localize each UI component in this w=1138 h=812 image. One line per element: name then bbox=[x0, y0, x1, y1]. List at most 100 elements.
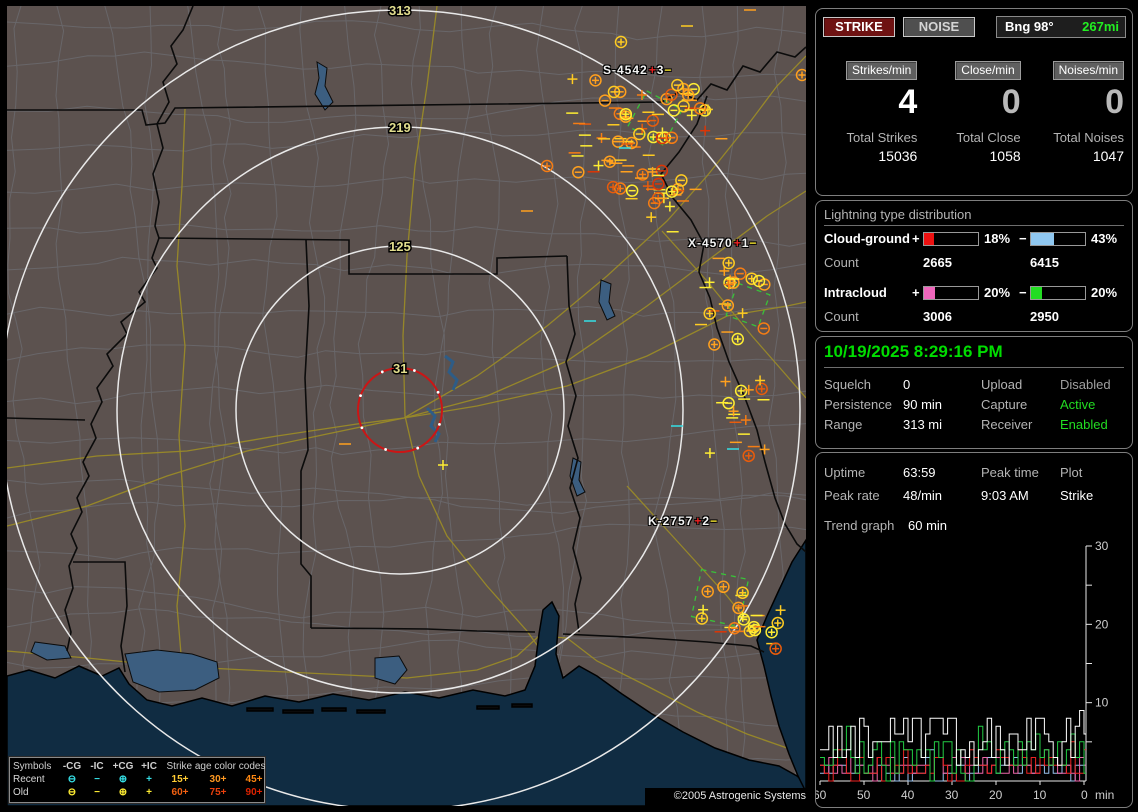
total-close-value: 1058 bbox=[927, 148, 1020, 164]
range-value: 267mi bbox=[1082, 17, 1125, 37]
svg-text:20: 20 bbox=[989, 788, 1003, 802]
neg-cg-recent-icon: ⊖ bbox=[59, 774, 85, 785]
legend-age-header: Strike age color codes bbox=[161, 761, 271, 772]
map-symbol-legend: Symbols -CG -IC +CG +IC Strike age color… bbox=[9, 757, 265, 803]
ic-minus-bar bbox=[1030, 286, 1086, 300]
map-canvas[interactable]: 313 219 125 31 bbox=[7, 6, 806, 806]
storm-cell-label-x-4570: X-4570+1− bbox=[688, 236, 756, 250]
storm-cell-label-s-4542: S-4542+3− bbox=[603, 63, 671, 77]
age-code-90: 90+ bbox=[237, 787, 271, 798]
ic-plus-bar bbox=[923, 286, 979, 300]
legend-header-neg-ic: -IC bbox=[85, 761, 109, 772]
pos-cg-recent-icon: ⊕ bbox=[109, 774, 137, 785]
lightning-map[interactable]: 31321912531 S-4542+3−X-4570+1−K-2757+2− … bbox=[7, 6, 806, 806]
cg-plus-count: 2665 bbox=[923, 255, 952, 270]
noises-column: Noises/min 0 Total Noises 1047 bbox=[1031, 61, 1124, 164]
distribution-title: Lightning type distribution bbox=[824, 207, 1124, 226]
nexstorm-window: 31321912531 S-4542+3−X-4570+1−K-2757+2− … bbox=[0, 0, 1138, 812]
datetime-display: 10/19/2025 8:29:16 PM bbox=[824, 342, 1124, 368]
uptime-label: Uptime bbox=[824, 465, 865, 480]
legend-header-pos-cg: +CG bbox=[109, 761, 137, 772]
legend-row-recent-label: Recent bbox=[13, 774, 59, 785]
cg-plus-bar bbox=[923, 232, 979, 246]
intracloud-label: Intracloud bbox=[824, 285, 887, 300]
noise-mode-button[interactable]: NOISE bbox=[903, 17, 975, 37]
legend-header-pos-ic: +IC bbox=[137, 761, 161, 772]
close-column: Close/min 0 Total Close 1058 bbox=[927, 61, 1020, 164]
total-strikes-label: Total Strikes bbox=[824, 130, 917, 145]
ic-minus-sign: − bbox=[1019, 285, 1027, 300]
ic-count-label: Count bbox=[824, 309, 859, 324]
plot-value: Strike bbox=[1060, 488, 1093, 503]
strikes-per-min-value: 4 bbox=[824, 82, 917, 122]
close-per-min-chip[interactable]: Close/min bbox=[955, 61, 1020, 80]
svg-text:min: min bbox=[1095, 788, 1114, 802]
svg-text:40: 40 bbox=[901, 788, 915, 802]
svg-text:60: 60 bbox=[816, 788, 827, 802]
legend-row-old-label: Old bbox=[13, 787, 59, 798]
svg-text:10: 10 bbox=[1095, 696, 1109, 710]
sidebar: STRIKE NOISE Bng 98° 267mi Strikes/min 4… bbox=[812, 0, 1138, 812]
copyright-notice: ©2005 Astrogenic Systems bbox=[645, 788, 806, 806]
trend-graph: 1020306050403020100min bbox=[816, 453, 1132, 805]
capture-state: Active bbox=[1060, 397, 1095, 412]
persistence-label: Persistence bbox=[824, 397, 892, 412]
legend-header-neg-cg: -CG bbox=[59, 761, 85, 772]
pos-cg-old-icon: ⊕ bbox=[109, 787, 137, 798]
peak-time-value: 9:03 AM bbox=[981, 488, 1029, 503]
uptime-value: 63:59 bbox=[903, 465, 936, 480]
strikes-per-min-chip[interactable]: Strikes/min bbox=[846, 61, 917, 80]
pos-ic-old-icon: + bbox=[137, 787, 161, 798]
cg-minus-sign: − bbox=[1019, 231, 1027, 246]
range-label: Range bbox=[824, 417, 862, 432]
ic-minus-pct: 20% bbox=[1091, 285, 1117, 300]
ic-plus-sign: + bbox=[912, 285, 920, 300]
upload-state: Disabled bbox=[1060, 377, 1111, 392]
range-value: 313 mi bbox=[903, 417, 942, 432]
strike-mode-button[interactable]: STRIKE bbox=[823, 17, 895, 37]
svg-text:31: 31 bbox=[393, 361, 407, 376]
squelch-label: Squelch bbox=[824, 377, 871, 392]
cg-minus-pct: 43% bbox=[1091, 231, 1117, 246]
svg-text:30: 30 bbox=[1095, 539, 1109, 553]
total-noises-label: Total Noises bbox=[1031, 130, 1124, 145]
svg-text:219: 219 bbox=[389, 120, 411, 135]
ic-plus-count: 3006 bbox=[923, 309, 952, 324]
session-panel: 1020306050403020100min Uptime 63:59 Peak… bbox=[815, 452, 1133, 808]
bearing-readout: Bng 98° 267mi bbox=[996, 16, 1126, 38]
status-panel: 10/19/2025 8:29:16 PM Squelch 0 Upload D… bbox=[815, 336, 1133, 449]
squelch-value: 0 bbox=[903, 377, 910, 392]
total-noises-value: 1047 bbox=[1031, 148, 1124, 164]
peak-rate-value: 48/min bbox=[903, 488, 942, 503]
svg-text:20: 20 bbox=[1095, 617, 1109, 631]
svg-text:30: 30 bbox=[945, 788, 959, 802]
persistence-value: 90 min bbox=[903, 397, 942, 412]
total-strikes-value: 15036 bbox=[824, 148, 917, 164]
svg-text:125: 125 bbox=[389, 239, 411, 254]
strikes-column: Strikes/min 4 Total Strikes 15036 bbox=[824, 61, 917, 164]
trend-graph-label: Trend graph bbox=[824, 518, 894, 533]
cg-minus-count: 6415 bbox=[1030, 255, 1059, 270]
svg-text:0: 0 bbox=[1081, 788, 1088, 802]
receiver-label: Receiver bbox=[981, 417, 1032, 432]
storm-cell-label-k-2757: K-2757+2− bbox=[648, 514, 717, 528]
total-close-label: Total Close bbox=[927, 130, 1020, 145]
neg-cg-old-icon: ⊖ bbox=[59, 787, 85, 798]
svg-text:10: 10 bbox=[1033, 788, 1047, 802]
counters-panel: STRIKE NOISE Bng 98° 267mi Strikes/min 4… bbox=[815, 8, 1133, 196]
peak-rate-label: Peak rate bbox=[824, 488, 880, 503]
svg-text:313: 313 bbox=[389, 6, 411, 18]
noises-per-min-value: 0 bbox=[1031, 82, 1124, 122]
cg-count-label: Count bbox=[824, 255, 859, 270]
cg-plus-pct: 18% bbox=[984, 231, 1010, 246]
capture-label: Capture bbox=[981, 397, 1027, 412]
neg-ic-old-icon: − bbox=[85, 787, 109, 798]
cg-minus-bar bbox=[1030, 232, 1086, 246]
pos-ic-recent-icon: + bbox=[137, 774, 161, 785]
cloud-ground-label: Cloud-ground bbox=[824, 231, 910, 246]
upload-label: Upload bbox=[981, 377, 1022, 392]
ic-minus-count: 2950 bbox=[1030, 309, 1059, 324]
cg-plus-sign: + bbox=[912, 231, 920, 246]
noises-per-min-chip[interactable]: Noises/min bbox=[1053, 61, 1124, 80]
ic-plus-pct: 20% bbox=[984, 285, 1010, 300]
